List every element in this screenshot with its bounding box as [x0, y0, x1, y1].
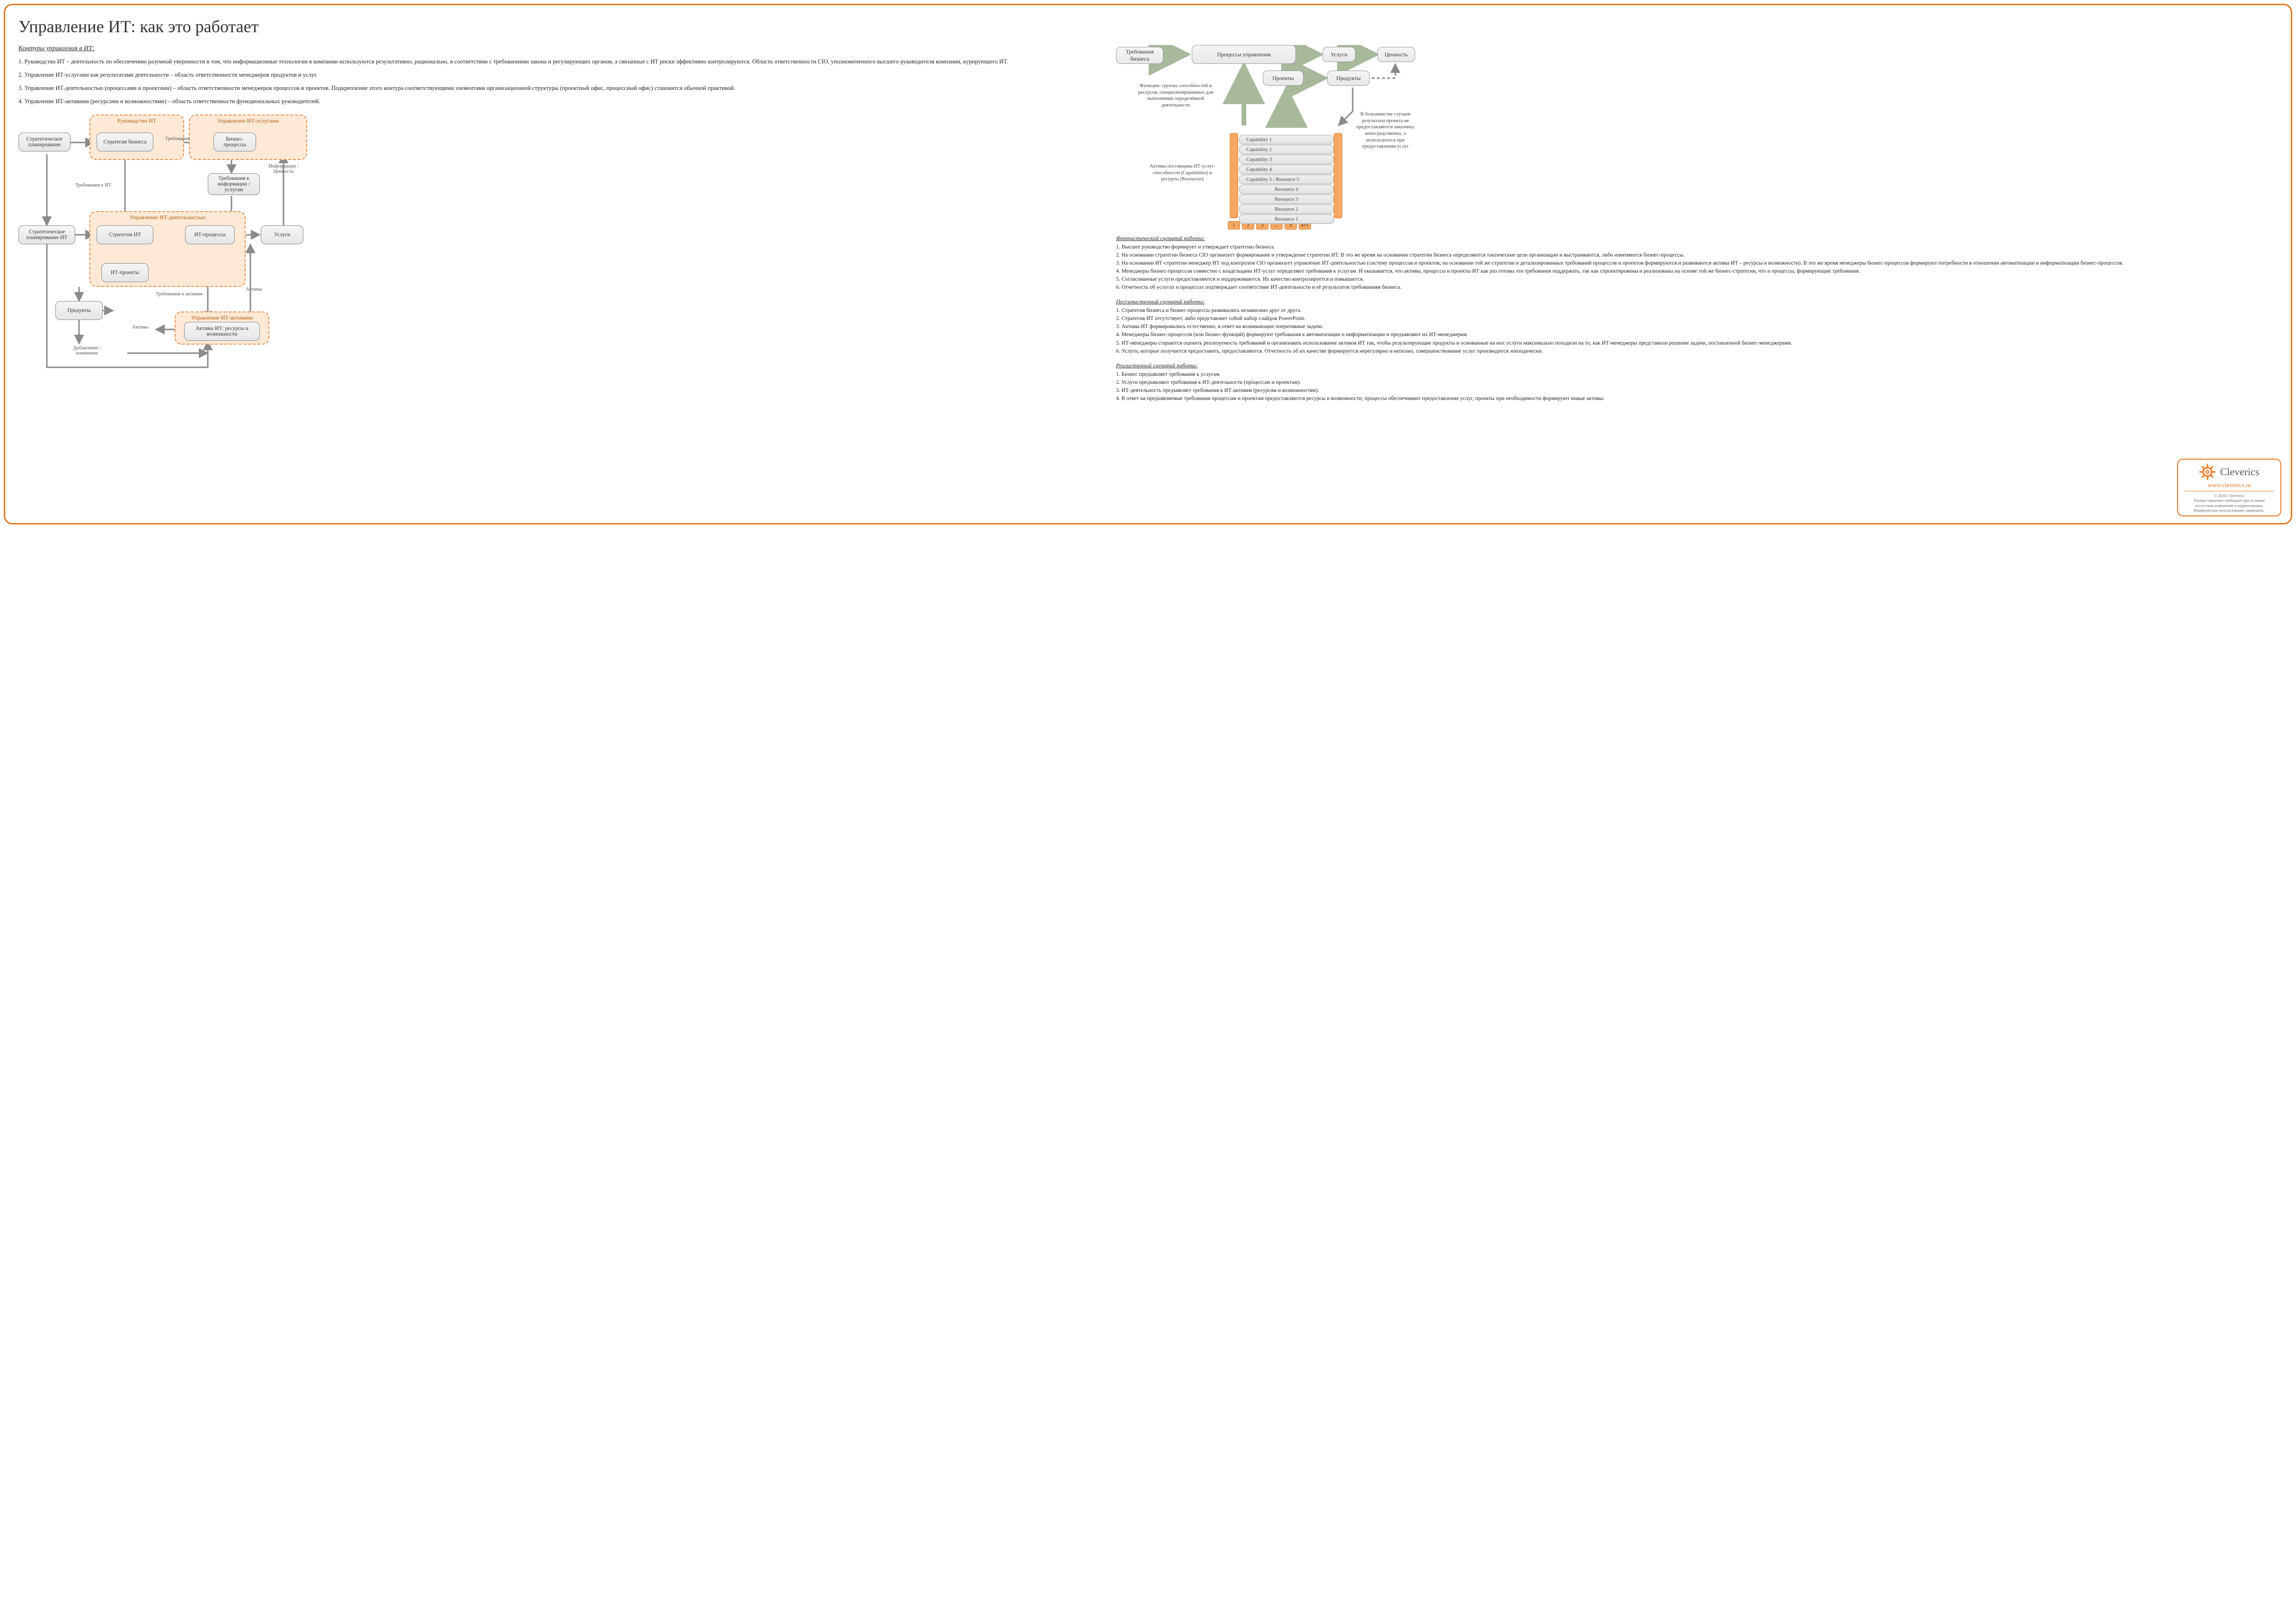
cap-row: Resource 4 [1239, 185, 1334, 194]
right-column: Требования бизнеса Процессы управления У… [1116, 45, 2278, 409]
note-assets: Активы поставщика ИТ-услуг: способности … [1144, 163, 1220, 183]
box-mgmt-processes: Процессы управления [1192, 45, 1296, 64]
sc2-l1: 1. Стратегия бизнеса и бизнес-процессы р… [1116, 307, 2278, 314]
box-req-info: Требования к информации / услугам [208, 173, 260, 195]
intro-p3: 3. Управление ИТ-деятельностью (процесса… [18, 84, 1103, 92]
intro-p1: 1. Руководство ИТ – деятельность по обес… [18, 57, 1103, 66]
cap-row: Resource 2 [1239, 204, 1334, 214]
intro-p2: 2. Управление ИТ-услугами как результата… [18, 71, 1103, 79]
sc3-l4: 4. В ответ на предъявляемые требования п… [1116, 395, 2169, 402]
sc2-l3: 3. Активы ИТ формировались естественно, … [1116, 323, 2278, 330]
note-right: В большинстве случаев результаты проекта… [1350, 111, 1421, 150]
box-products: Продукты [55, 301, 103, 320]
sc2-title: Пессимистичный сценарий работы: [1116, 298, 2278, 306]
sc1-l3: 3. На основании ИТ-стратегии менеджер ИТ… [1116, 259, 2278, 267]
logo-copyright: © 2010, Cleverics. Распространение свобо… [2185, 491, 2274, 513]
cleverics-logo-icon [2199, 463, 2216, 480]
group-governance-label: Руководство ИТ [90, 115, 183, 124]
logo-copyright-line: © 2010, Cleverics. [2185, 493, 2274, 498]
box-it-strat: Стратегия ИТ [97, 225, 153, 244]
intro-p4: 4. Управление ИТ-активами (ресурсами и в… [18, 97, 1103, 106]
cap-row: Capability 3 [1239, 155, 1334, 164]
sc1-l2: 2. На основании стратегии бизнеса CIO ор… [1116, 251, 2278, 259]
box-products-top: Продукты [1327, 71, 1370, 86]
box-biz-strat: Стратегия бизнеса [97, 133, 153, 151]
logo-url: www.cleverics.ru [2185, 481, 2274, 489]
cap-row: Capability 1 [1239, 135, 1334, 144]
box-assets: Активы ИТ: ресурсы и возможности [184, 322, 260, 341]
label-req-assets: Требования к активам [156, 292, 202, 297]
page-frame: Управление ИТ: как это работает Контуры … [4, 4, 2292, 524]
logo-box: Cleverics www.cleverics.ru © 2010, Cleve… [2177, 459, 2281, 516]
cap-row: Capability 2 [1239, 145, 1334, 154]
box-strat-plan: Стратегическое планирование [18, 133, 71, 151]
sc3-l3: 3. ИТ-деятельность предъявляет требовани… [1116, 387, 2169, 394]
sc3-l1: 1. Бизнес предъявляет требования к услуг… [1116, 371, 2169, 378]
sc3-title: Реалистичный сценарий работы: [1116, 362, 2169, 370]
left-column: Контуры управления в ИТ: 1. Руководство … [18, 45, 1103, 409]
num-cell: 1 [1228, 221, 1240, 230]
label-info-val: Информация / Ценность [265, 164, 302, 174]
scenario-pessimistic: Пессимистичный сценарий работы: 1. Страт… [1116, 298, 2278, 355]
label-req: Требования [165, 136, 190, 142]
label-assets1: Активы [246, 287, 262, 292]
sc1-title: Фантастический сценарий работы: [1116, 234, 2278, 242]
label-add-change: Добавление / изменение [66, 346, 108, 356]
sc1-l5: 5. Согласованные услуги предоставляются … [1116, 275, 2278, 283]
box-it-proj: ИТ-проекты [101, 263, 149, 282]
group-activity-label: Управление ИТ-деятельностью [90, 211, 245, 221]
top-diagram: Требования бизнеса Процессы управления У… [1116, 45, 2278, 225]
cap-row: Capability 5 / Resource 5 [1239, 175, 1334, 184]
orange-bar-right [1334, 133, 1342, 218]
box-biz-proc: Бизнес-процессы [213, 133, 256, 151]
sc1-l4: 4. Менеджеры бизнес-процессов совместно … [1116, 267, 2278, 275]
page-title: Управление ИТ: как это работает [18, 17, 2278, 36]
logo-fine-print: Распространение свободное при условии от… [2185, 498, 2274, 513]
group-services-label: Управление ИТ-услугами [190, 115, 306, 124]
intro-heading: Контуры управления в ИТ: [18, 45, 1103, 53]
label-assets2: Активы [132, 325, 149, 330]
label-req-it: Требования к ИТ [75, 183, 111, 188]
cap-row: Resource 3 [1239, 195, 1334, 204]
sc1-l6: 6. Отчетность об услугах и процессах под… [1116, 284, 2278, 291]
box-projects: Проекты [1263, 71, 1303, 86]
capability-stack: Capability 1 Capability 2 Capability 3 C… [1239, 135, 1334, 224]
box-services-top: Услуги [1322, 47, 1356, 62]
box-strat-plan-it: Стратегическое планирование ИТ [18, 225, 75, 244]
note-functions: Функции: группы способностей и ресурсов,… [1133, 83, 1218, 109]
cap-row: Capability 4 [1239, 165, 1334, 174]
sc2-l4: 4. Менеджеры бизнес-процессов (или бизне… [1116, 331, 2278, 338]
orange-bar-left [1230, 133, 1238, 218]
box-it-proc: ИТ-процессы [185, 225, 235, 244]
box-services: Услуги [261, 225, 303, 244]
intro-text: 1. Руководство ИТ – деятельность по обес… [18, 57, 1103, 106]
group-assets-label: Управление ИТ-активами [176, 311, 268, 321]
main-layout: Контуры управления в ИТ: 1. Руководство … [18, 45, 2278, 409]
scenario-realistic: Реалистичный сценарий работы: 1. Бизнес … [1116, 362, 2278, 402]
bottom-diagram: Руководство ИТ Управление ИТ-услугами Уп… [18, 112, 1103, 377]
cap-row: Resource 1 [1239, 214, 1334, 224]
scenario-fantastic: Фантастический сценарий работы: 1. Высше… [1116, 234, 2278, 291]
sc3-l2: 2. Услуги предъявляют требования к ИТ-де… [1116, 379, 2169, 386]
sc2-l6: 6. Услуги, которые получается предостави… [1116, 347, 2278, 355]
box-value: Ценность [1377, 47, 1415, 62]
sc2-l2: 2. Стратегия ИТ отсутствует, либо предст… [1116, 315, 2278, 322]
logo-name: Cleverics [2220, 466, 2259, 478]
sc1-l1: 1. Высшее руководство формирует и утверж… [1116, 243, 2278, 251]
logo-row: Cleverics [2185, 463, 2274, 480]
box-business-req: Требования бизнеса [1116, 47, 1163, 64]
sc2-l5: 5. ИТ-менеджеры стараются оценить реализ… [1116, 339, 2278, 347]
